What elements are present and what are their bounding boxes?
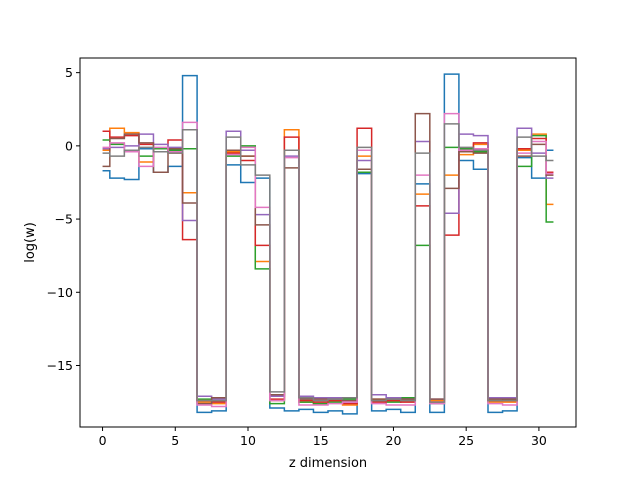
x-tick-label: 0 bbox=[99, 433, 107, 448]
series-line-8 bbox=[102, 123, 554, 403]
series-line-7 bbox=[102, 112, 554, 408]
x-tick-label: 15 bbox=[313, 433, 329, 448]
x-tick-label: 25 bbox=[458, 433, 474, 448]
y-tick-label: 0 bbox=[65, 138, 73, 153]
series-line-4 bbox=[102, 127, 554, 405]
plot-frame bbox=[79, 57, 577, 428]
series-line-1 bbox=[102, 73, 554, 415]
tick-layer: 0 5 10 15 20 25 30 5 0 −5 −10 −15 bbox=[47, 65, 547, 448]
x-tick-label: 10 bbox=[240, 433, 256, 448]
series-line-5 bbox=[102, 127, 554, 403]
y-tick-label: 5 bbox=[65, 65, 73, 80]
x-tick-label: 30 bbox=[531, 433, 547, 448]
series-layer bbox=[102, 73, 554, 415]
x-tick-label: 20 bbox=[386, 433, 402, 448]
y-tick-label: −10 bbox=[47, 285, 73, 300]
x-axis-label: z dimension bbox=[289, 456, 367, 471]
y-tick-label: −5 bbox=[55, 212, 73, 227]
y-tick-label: −15 bbox=[47, 358, 73, 373]
x-tick-label: 5 bbox=[171, 433, 179, 448]
y-axis-label: log(w) bbox=[23, 222, 38, 263]
